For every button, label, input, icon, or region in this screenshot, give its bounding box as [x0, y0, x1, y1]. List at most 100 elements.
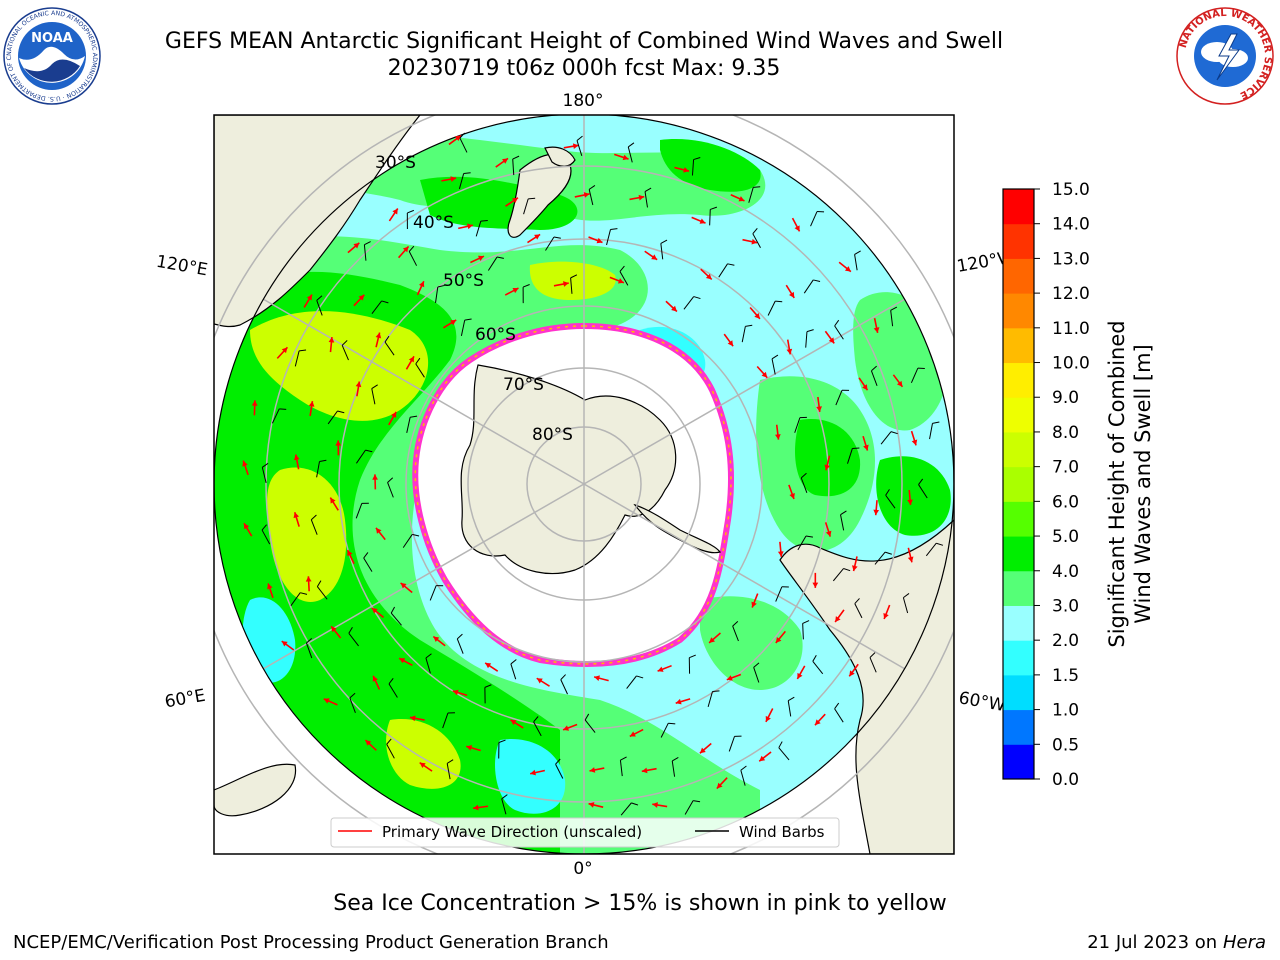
colorbar: 0.0 0.5 1.0 1.5 2.0 3.0 4.0 5.0 6.0 7.0 8.0 9.0 10.0…: [1002, 180, 1155, 790]
lon-label-60e: 60°E: [163, 686, 207, 713]
wind-barb: [390, 606, 402, 626]
wave-direction-arrow: [723, 333, 734, 347]
wave-direction-arrow: [405, 355, 415, 370]
wind-barb: [910, 367, 925, 384]
wind-barb: [660, 239, 668, 260]
wave-direction-arrow: [726, 673, 742, 681]
wave-direction-arrow: [281, 640, 295, 651]
wave-direction-arrow: [375, 527, 386, 541]
colorbar-tick-label: 1.5: [1052, 666, 1079, 686]
wind-barb: [402, 533, 420, 548]
wind-barb: [732, 620, 739, 642]
wind-barb: [925, 542, 944, 557]
colorbar-swatch: [1003, 431, 1034, 468]
wave-direction-arrow: [305, 576, 312, 592]
wind-barb: [460, 318, 472, 336]
wave-direction-arrow: [388, 208, 399, 222]
wave-direction-arrow: [495, 157, 509, 168]
wind-barb: [271, 408, 287, 424]
wave-direction-arrow: [330, 625, 342, 639]
wind-barb: [349, 692, 356, 714]
wind-barb: [802, 620, 810, 640]
colorbar-label-line1: Significant Height of Combined: [1105, 320, 1129, 647]
colorbar-swatch: [1003, 189, 1034, 225]
colorbar-tick-label: 3.0: [1052, 596, 1079, 616]
wind-barb: [778, 741, 790, 761]
wind-barb: [684, 800, 701, 815]
lat-label-80s: 80°S: [532, 425, 573, 445]
wave-direction-arrow: [665, 300, 678, 313]
colorbar-outline: [1002, 188, 1035, 780]
wind-barb: [456, 633, 464, 654]
wind-barb: [885, 489, 896, 509]
colorbar-swatch: [1003, 362, 1034, 398]
wind-barb: [874, 551, 892, 565]
wind-barb: [619, 265, 629, 286]
wave-direction-arrow: [812, 572, 819, 588]
wave-direction-arrow: [873, 500, 880, 516]
wave-direction-arrow: [883, 604, 891, 620]
wind-barb: [442, 712, 455, 729]
colorbar-tick-label: 6.0: [1052, 492, 1079, 512]
wave-direction-arrow: [588, 802, 604, 808]
wave-direction-arrow: [563, 143, 579, 150]
wave-direction-arrow: [851, 556, 858, 572]
wave-direction-arrow: [907, 489, 913, 506]
wind-barb: [812, 655, 824, 675]
wind-barb: [386, 738, 395, 759]
wind-barb: [753, 662, 760, 683]
wind-barb: [902, 593, 910, 614]
wind-barb: [620, 802, 639, 816]
wind-barb: [918, 478, 928, 499]
wind-barb: [870, 365, 878, 386]
wave-direction-arrow: [527, 233, 541, 244]
wave-direction-arrow: [355, 381, 362, 397]
latitude-labels: 30°S 40°S 50°S 60°S 70°S 80°S: [375, 153, 573, 445]
wave-direction-arrow: [838, 261, 852, 273]
wave-direction-arrow: [293, 512, 300, 527]
colorbar-tick-label: 14.0: [1052, 215, 1090, 235]
wave-direction-arrow: [335, 440, 342, 456]
wind-barb: [363, 241, 371, 261]
wave-direction-arrow: [504, 287, 519, 296]
wave-direction-arrow: [674, 166, 690, 173]
wind-barb: [619, 756, 627, 777]
wave-direction-arrow: [858, 377, 869, 391]
colorbar-tick-label: 0.0: [1052, 770, 1079, 790]
colorbar-tick-label: 9.0: [1052, 388, 1079, 408]
wind-barb: [683, 296, 701, 310]
wind-barb: [316, 295, 323, 316]
wind-barb: [810, 211, 825, 227]
colorbar-swatch: [1003, 466, 1034, 502]
wind-barb: [310, 514, 318, 535]
svg-text:NOAA: NOAA: [31, 31, 73, 46]
colorbar-tick-label: 0.5: [1052, 735, 1079, 755]
wave-direction-arrow: [323, 698, 338, 706]
machine-name: Hera: [1222, 932, 1266, 953]
wind-barb: [316, 459, 327, 478]
wave-direction-arrow: [614, 153, 629, 161]
wave-direction-arrow: [562, 723, 578, 731]
wind-barb: [435, 284, 445, 303]
colorbar-label-line2: Wind Waves and Swell [m]: [1131, 344, 1155, 624]
wind-barb: [627, 142, 635, 163]
wind-barb: [570, 274, 578, 294]
wave-direction-arrow: [756, 365, 768, 379]
wave-direction-arrow: [329, 497, 339, 511]
wave-direction-arrow: [589, 767, 605, 773]
wave-direction-arrow: [775, 424, 781, 440]
wind-barb: [748, 186, 761, 203]
wind-barb: [794, 416, 807, 433]
wave-direction-arrow: [243, 522, 253, 537]
wave-direction-arrow: [293, 454, 300, 470]
wave-direction-arrow: [416, 280, 425, 296]
wind-barb: [854, 598, 863, 619]
wind-barb: [840, 510, 847, 531]
colorbar-tick-label: 11.0: [1052, 319, 1090, 339]
wind-barb: [387, 477, 394, 498]
colorbar-swatch: [1003, 327, 1034, 364]
colorbar-swatch: [1003, 709, 1034, 745]
wind-barb: [290, 592, 308, 606]
wave-direction-arrow: [472, 804, 489, 811]
title-line-1: GEFS MEAN Antarctic Significant Height o…: [164, 29, 1004, 54]
